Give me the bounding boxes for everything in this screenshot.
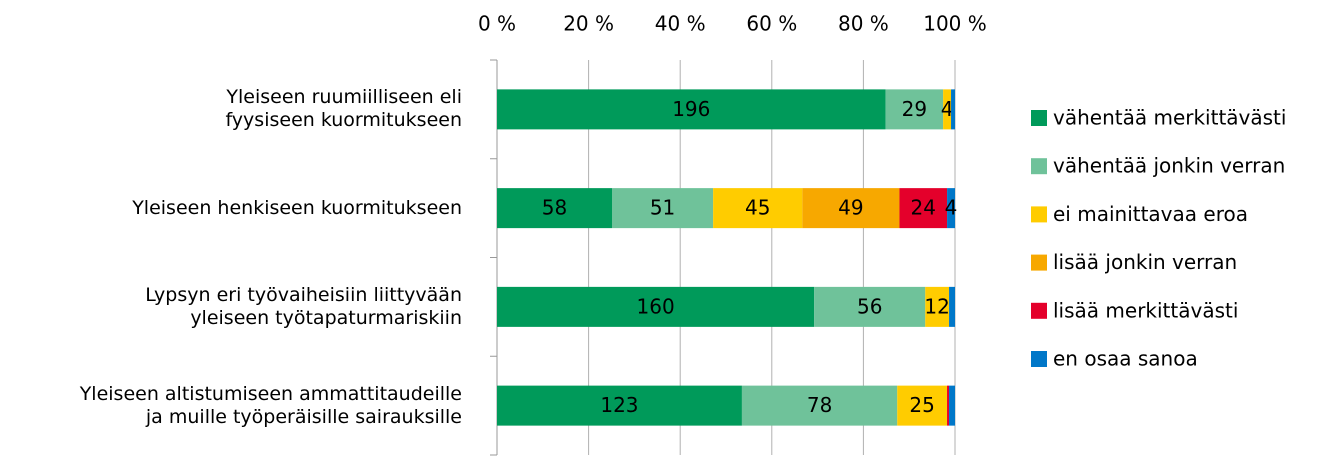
bar-segment [949, 385, 955, 426]
y-tick-label: Lypsyn eri työvaiheisiin liittyvään ylei… [145, 283, 462, 329]
legend-label: vähentää merkittävästi [1053, 106, 1286, 130]
x-tick-label: 0 % [478, 12, 516, 36]
bar-segment [713, 188, 803, 229]
bar-segment [497, 286, 815, 327]
legend-label: lisää merkittävästi [1053, 298, 1238, 322]
data-label: 45 [745, 196, 770, 220]
y-tick-label: Yleiseen ruumiilliseen eli fyysiseen kuo… [225, 86, 462, 132]
bar-segment [814, 286, 926, 327]
bar-segment [947, 188, 955, 229]
data-label: 12 [924, 294, 949, 318]
data-label: 51 [650, 196, 675, 220]
data-label: 160 [637, 294, 675, 318]
data-label: 123 [600, 393, 638, 417]
bar-segment [885, 89, 944, 130]
legend-swatch [1031, 302, 1047, 319]
bar-segment [925, 286, 950, 327]
data-label: 24 [911, 196, 936, 220]
bar-segment [951, 89, 955, 130]
y-tick-label: Yleiseen altistumiseen ammattitaudeille … [79, 382, 462, 428]
legend-label: en osaa sanoa [1053, 347, 1198, 371]
data-label: 4 [945, 196, 958, 220]
bar-segment [943, 89, 952, 130]
data-label: 29 [902, 97, 927, 121]
bar-segment [497, 385, 742, 426]
bar-segment [949, 286, 955, 327]
x-tick-label: 60 % [746, 12, 797, 36]
bar-segment [802, 188, 900, 229]
data-label: 196 [672, 97, 710, 121]
bar-segment [611, 188, 714, 229]
data-label: 4 [941, 97, 954, 121]
legend-swatch [1031, 206, 1047, 223]
legend-label: ei mainittavaa eroa [1053, 202, 1248, 226]
x-tick-label: 20 % [563, 12, 614, 36]
bar-segment [497, 188, 612, 229]
bar-segment [497, 89, 886, 130]
legend-swatch [1031, 110, 1047, 126]
bar-segment [897, 385, 948, 426]
legend-label: lisää jonkin verran [1053, 250, 1237, 274]
y-tick-label: Yleiseen henkiseen kuormitukseen [132, 196, 462, 219]
legend-swatch [1031, 158, 1047, 175]
data-label: 25 [909, 393, 934, 417]
data-label: 49 [838, 196, 863, 220]
legend-swatch [1031, 351, 1047, 367]
legend-swatch [1031, 254, 1047, 271]
x-tick-label: 80 % [838, 12, 889, 36]
bar-segment [741, 385, 898, 426]
x-tick-label: 40 % [655, 12, 706, 36]
data-label: 58 [542, 196, 567, 220]
bar-segment [899, 188, 948, 229]
x-tick-label: 100 % [923, 12, 987, 36]
legend-label: vähentää jonkin verran [1053, 154, 1285, 178]
data-label: 56 [857, 294, 882, 318]
bar-segment [947, 385, 950, 426]
data-label: 78 [807, 393, 832, 417]
